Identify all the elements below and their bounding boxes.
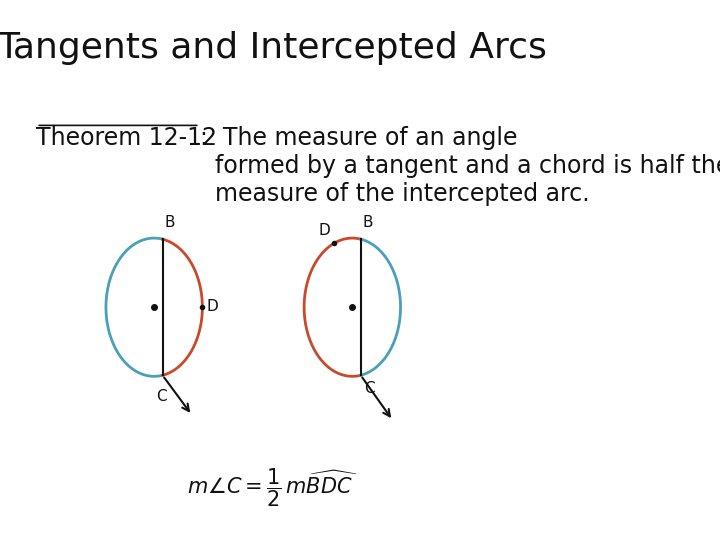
Text: C: C — [156, 389, 167, 403]
Text: B: B — [362, 214, 373, 230]
Text: B: B — [164, 214, 175, 230]
Text: D: D — [206, 299, 218, 314]
Text: $m\angle C = \dfrac{1}{2}\, m\widehat{BDC}$: $m\angle C = \dfrac{1}{2}\, m\widehat{BD… — [186, 467, 357, 509]
Text: Theorem 12-12: Theorem 12-12 — [36, 126, 217, 151]
Text: D: D — [318, 223, 330, 238]
Text: Tangents and Intercepted Arcs: Tangents and Intercepted Arcs — [0, 31, 547, 65]
Text: :  The measure of an angle
  formed by a tangent and a chord is half the
  measu: : The measure of an angle formed by a ta… — [199, 126, 720, 206]
Text: C: C — [364, 381, 375, 396]
